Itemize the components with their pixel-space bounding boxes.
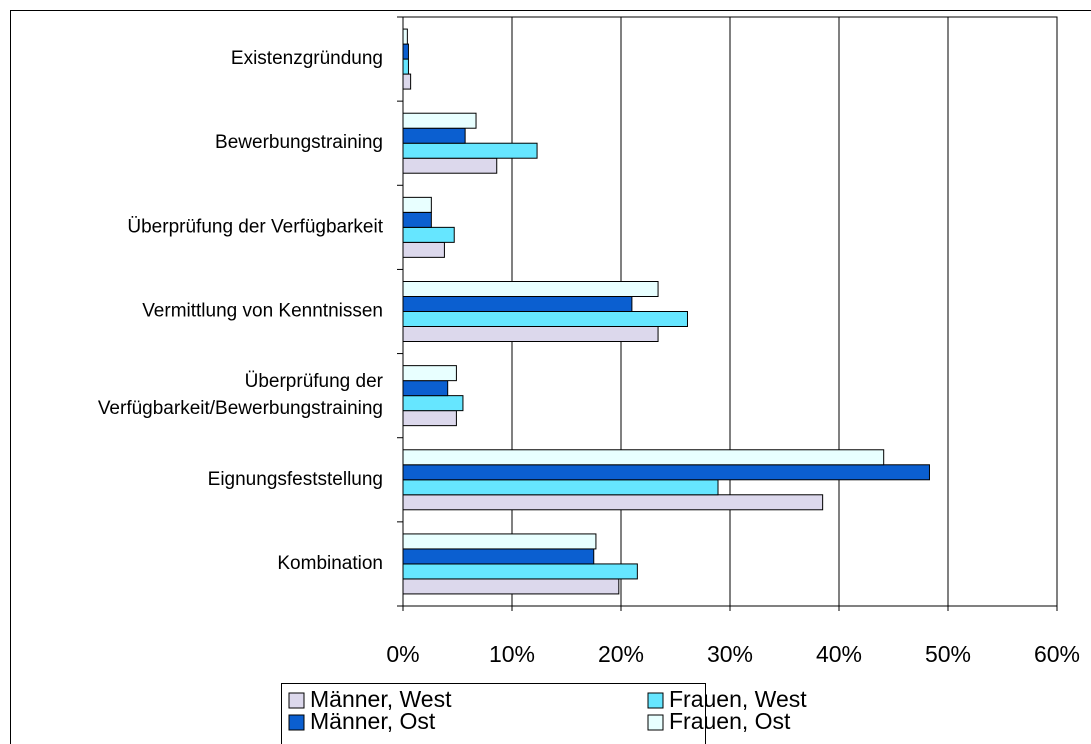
bar — [402, 533, 597, 550]
bar — [402, 281, 659, 297]
legend-label: Männer, West — [310, 686, 452, 712]
x-tick-label: 20% — [598, 641, 644, 667]
legend-swatch — [647, 692, 664, 709]
bar — [402, 296, 633, 312]
category-label: Überprüfung der Verfügbarkeit/Bewerbungst… — [98, 371, 384, 419]
x-tick-label: 50% — [925, 641, 971, 667]
bar — [402, 241, 445, 258]
x-tick-label: 60% — [1034, 641, 1080, 667]
x-tick-label: 0% — [386, 641, 419, 667]
category-label: Existenzgründung — [231, 48, 383, 69]
bar — [402, 142, 538, 159]
bar — [402, 380, 449, 397]
bar — [402, 326, 659, 342]
category-label: Bewerbungstraining — [215, 132, 383, 153]
category-label: Überprüfung der Verfügbarkeit — [127, 216, 383, 237]
bar — [402, 449, 885, 466]
bar — [402, 43, 409, 60]
bar — [402, 196, 432, 213]
bar — [402, 73, 412, 90]
bar — [402, 226, 455, 243]
bar — [402, 211, 432, 228]
bar — [402, 410, 457, 427]
legend-box — [281, 683, 706, 744]
category-label: Vermittlung von Kenntnissen — [142, 301, 383, 322]
legend-label: Frauen, West — [669, 686, 807, 712]
legend-swatch — [288, 692, 305, 709]
x-tick-label: 30% — [707, 641, 753, 667]
bar — [402, 58, 409, 75]
category-label: Eignungsfeststellung — [208, 469, 383, 490]
chart-frame — [10, 10, 1091, 744]
legend-label: Männer, Ost — [310, 708, 436, 734]
x-tick-label: 10% — [489, 641, 535, 667]
bar — [402, 563, 638, 580]
bar — [402, 395, 464, 412]
category-label: Kombination — [277, 553, 383, 574]
x-tick-label: 40% — [816, 641, 862, 667]
bar — [402, 112, 477, 129]
bar — [402, 578, 620, 595]
bar — [402, 311, 688, 327]
bar — [402, 548, 595, 565]
bar — [402, 127, 466, 144]
bar — [402, 157, 498, 174]
legend-swatch — [288, 714, 305, 731]
bar — [402, 464, 930, 481]
bar — [402, 494, 824, 511]
bar — [402, 365, 457, 382]
legend-swatch — [647, 714, 664, 731]
bar — [402, 28, 408, 45]
bar — [402, 479, 719, 496]
legend-label: Frauen, Ost — [669, 708, 791, 734]
